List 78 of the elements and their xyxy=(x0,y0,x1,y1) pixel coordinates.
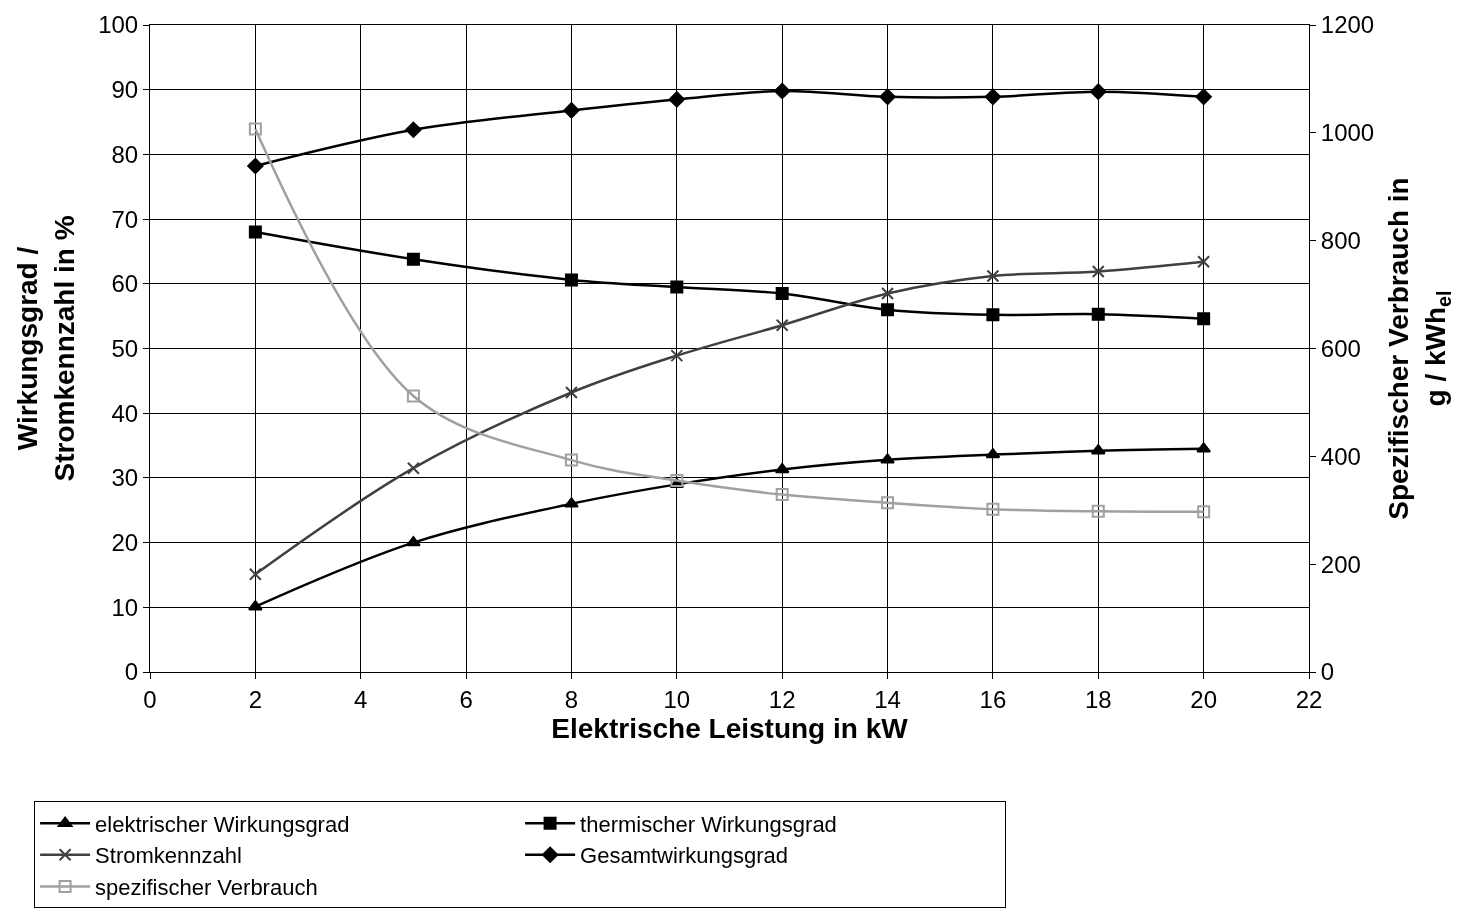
y-tick-label: 10 xyxy=(111,593,139,621)
x-tick-label: 0 xyxy=(143,685,157,713)
legend-label: elektrischer Wirkungsgrad xyxy=(95,811,350,837)
y-tick-label: 80 xyxy=(111,140,139,168)
point xyxy=(1091,307,1105,321)
y-tick-label: 30 xyxy=(111,464,139,492)
point xyxy=(880,453,895,464)
point xyxy=(248,567,262,581)
x-tick-label: 4 xyxy=(354,685,368,713)
point xyxy=(668,91,685,108)
y-tick-label: 0 xyxy=(124,658,139,686)
point xyxy=(564,453,578,467)
point xyxy=(564,386,578,399)
point xyxy=(405,121,422,138)
point xyxy=(881,496,895,510)
x-axis-title: Elektrische Leistung in kW xyxy=(551,712,909,744)
y2-tick-label: 400 xyxy=(1320,442,1361,470)
x-tick-label: 16 xyxy=(979,685,1007,713)
x-tick-label: 18 xyxy=(1084,685,1112,713)
point xyxy=(248,122,262,136)
point xyxy=(564,497,579,508)
point xyxy=(986,502,1000,516)
point xyxy=(1091,265,1105,279)
legend-label: spezifischer Verbrauch xyxy=(95,874,318,900)
x-tick-label: 20 xyxy=(1190,685,1217,713)
y2-tick-label: 1000 xyxy=(1320,119,1375,147)
point xyxy=(248,225,262,239)
point xyxy=(881,287,895,301)
point xyxy=(670,349,684,363)
x-tick-label: 22 xyxy=(1295,685,1323,713)
x-tick-label: 6 xyxy=(459,685,473,713)
point xyxy=(1195,88,1212,105)
point xyxy=(775,488,789,502)
legend-label: Stromkennzahl xyxy=(95,843,242,869)
x-tick-label: 8 xyxy=(564,685,579,713)
y-axis-title: Wirkungsgrad / Stromkennzahl in % xyxy=(12,215,80,482)
point xyxy=(775,287,789,301)
point xyxy=(1197,312,1211,326)
y-tick-label: 100 xyxy=(98,11,139,39)
y-tick-label: 70 xyxy=(111,205,139,233)
point xyxy=(881,303,895,317)
x-tick-label: 2 xyxy=(248,685,263,713)
point xyxy=(879,88,896,105)
x-tick-label: 12 xyxy=(768,685,796,713)
point xyxy=(564,273,578,287)
x-tick-label: 10 xyxy=(663,685,691,713)
point xyxy=(986,269,1000,283)
y2-tick-label: 200 xyxy=(1320,550,1361,578)
point xyxy=(1091,504,1105,518)
y2-tick-label: 1200 xyxy=(1320,11,1375,39)
point xyxy=(406,252,420,266)
point xyxy=(1090,83,1107,100)
legend-label: thermischer Wirkungsgrad xyxy=(580,811,837,837)
point xyxy=(984,88,1002,105)
y-tick-label: 20 xyxy=(111,529,139,556)
point xyxy=(1196,442,1211,453)
point xyxy=(1197,505,1211,519)
point xyxy=(406,461,420,475)
point xyxy=(775,318,789,332)
point xyxy=(1197,255,1211,269)
y2-tick-label: 600 xyxy=(1320,334,1361,362)
x-tick-label: 14 xyxy=(874,685,901,713)
point xyxy=(563,102,580,119)
point xyxy=(774,82,791,100)
point xyxy=(986,308,1000,322)
point xyxy=(248,600,263,611)
legend-label: Gesamtwirkungsgrad xyxy=(580,843,788,869)
y-tick-label: 60 xyxy=(111,270,139,298)
point xyxy=(406,536,421,547)
point xyxy=(774,462,790,474)
y-tick-label: 40 xyxy=(111,399,139,427)
y2-tick-label: 800 xyxy=(1320,227,1361,255)
y2-tick-label: 0 xyxy=(1320,658,1335,686)
point xyxy=(670,280,684,294)
y-tick-label: 50 xyxy=(111,334,139,362)
y-tick-label: 90 xyxy=(111,76,139,104)
point xyxy=(406,389,420,403)
point xyxy=(247,157,264,175)
